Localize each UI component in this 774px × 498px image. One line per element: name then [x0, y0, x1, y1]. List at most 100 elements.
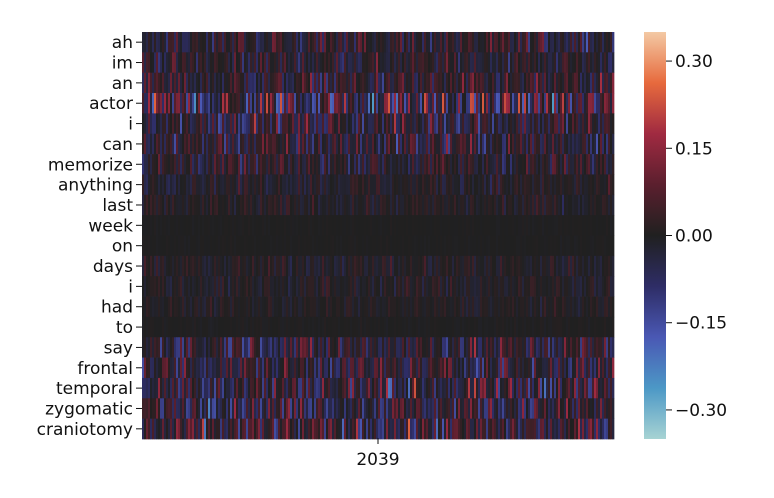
- heatmap-cell: [568, 52, 571, 74]
- heatmap-cell: [612, 276, 615, 297]
- heatmap-cell: [340, 154, 343, 175]
- heatmap-cell: [308, 357, 311, 379]
- heatmap-cell: [322, 174, 325, 196]
- heatmap-cell: [308, 215, 311, 236]
- heatmap-cell: [612, 174, 615, 196]
- heatmap-cell: [388, 154, 391, 175]
- heatmap-cell: [460, 154, 463, 175]
- heatmap-cell: [144, 215, 147, 236]
- heatmap-cell: [398, 276, 401, 297]
- heatmap-cell: [286, 72, 289, 94]
- heatmap-cell: [474, 32, 477, 53]
- heatmap-cell: [150, 255, 153, 277]
- heatmap-cell: [330, 93, 333, 114]
- heatmap-cell: [382, 215, 385, 236]
- heatmap-cell: [418, 377, 421, 399]
- heatmap-cell: [224, 174, 227, 196]
- heatmap-cell: [220, 357, 223, 379]
- heatmap-cell: [582, 255, 585, 277]
- heatmap-cell: [450, 52, 453, 74]
- heatmap-cell: [288, 215, 291, 236]
- heatmap-cell: [454, 52, 457, 74]
- heatmap-cell: [554, 357, 557, 379]
- heatmap-cell: [212, 276, 215, 297]
- heatmap-cell: [488, 113, 491, 135]
- heatmap-cell: [526, 276, 529, 297]
- heatmap-cell: [346, 174, 349, 196]
- heatmap-cell: [382, 32, 385, 53]
- heatmap-cell: [310, 357, 313, 379]
- heatmap-cell: [156, 194, 159, 216]
- heatmap-cell: [366, 52, 369, 74]
- heatmap-cell: [546, 357, 549, 379]
- heatmap-cell: [278, 52, 281, 74]
- heatmap-cell: [184, 133, 187, 155]
- heatmap-cell: [408, 174, 411, 196]
- heatmap-cell: [548, 418, 551, 440]
- heatmap-cell: [240, 337, 243, 358]
- heatmap-cell: [340, 296, 343, 318]
- heatmap-cell: [376, 255, 379, 277]
- heatmap-cell: [312, 398, 315, 419]
- heatmap-cell: [440, 235, 443, 257]
- heatmap-cell: [534, 174, 537, 196]
- heatmap-cell: [168, 337, 171, 358]
- heatmap-cell: [542, 316, 545, 338]
- heatmap-cell: [566, 316, 569, 338]
- heatmap-cell: [384, 52, 387, 74]
- heatmap-cell: [502, 296, 505, 318]
- heatmap-cell: [546, 337, 549, 358]
- heatmap-cell: [532, 316, 535, 338]
- heatmap-cell: [336, 194, 339, 216]
- heatmap-cell: [218, 72, 221, 94]
- heatmap-cell: [344, 93, 347, 114]
- heatmap-cell: [576, 398, 579, 419]
- heatmap-cell: [456, 194, 459, 216]
- heatmap-cell: [604, 316, 607, 338]
- heatmap-cell: [206, 52, 209, 74]
- heatmap-cell: [596, 72, 599, 94]
- heatmap-cell: [488, 215, 491, 236]
- heatmap-cell: [270, 316, 273, 338]
- heatmap-cell: [398, 337, 401, 358]
- heatmap-cell: [466, 133, 469, 155]
- heatmap-cell: [150, 296, 153, 318]
- heatmap-cell: [148, 255, 151, 277]
- heatmap-cell: [392, 235, 395, 257]
- heatmap-cell: [420, 52, 423, 74]
- heatmap-cell: [232, 235, 235, 257]
- heatmap-cell: [178, 398, 181, 419]
- heatmap-cell: [192, 235, 195, 257]
- heatmap-cell: [348, 235, 351, 257]
- heatmap-cell: [460, 255, 463, 277]
- heatmap-cell: [456, 113, 459, 135]
- heatmap-cell: [544, 113, 547, 135]
- heatmap-cell: [340, 93, 343, 114]
- heatmap-cell: [474, 133, 477, 155]
- heatmap-cell: [262, 398, 265, 419]
- heatmap-cell: [598, 72, 601, 94]
- heatmap-cell: [274, 255, 277, 277]
- heatmap-cell: [256, 276, 259, 297]
- heatmap-cell: [154, 418, 157, 440]
- heatmap-cell: [218, 215, 221, 236]
- heatmap-cell: [582, 418, 585, 440]
- heatmap-cell: [440, 154, 443, 175]
- heatmap-cell: [490, 255, 493, 277]
- heatmap-cell: [172, 72, 175, 94]
- heatmap-cell: [348, 357, 351, 379]
- heatmap-cell: [304, 276, 307, 297]
- heatmap-cell: [470, 398, 473, 419]
- heatmap-cell: [556, 316, 559, 338]
- heatmap-cell: [318, 337, 321, 358]
- heatmap-cell: [386, 93, 389, 114]
- heatmap-cell: [610, 52, 613, 74]
- heatmap-cell: [538, 377, 541, 399]
- heatmap-cell: [190, 276, 193, 297]
- heatmap-cell: [390, 357, 393, 379]
- heatmap-cell: [344, 72, 347, 94]
- heatmap-cell: [534, 133, 537, 155]
- heatmap-cell: [414, 357, 417, 379]
- heatmap-cell: [262, 276, 265, 297]
- heatmap-cell: [542, 235, 545, 257]
